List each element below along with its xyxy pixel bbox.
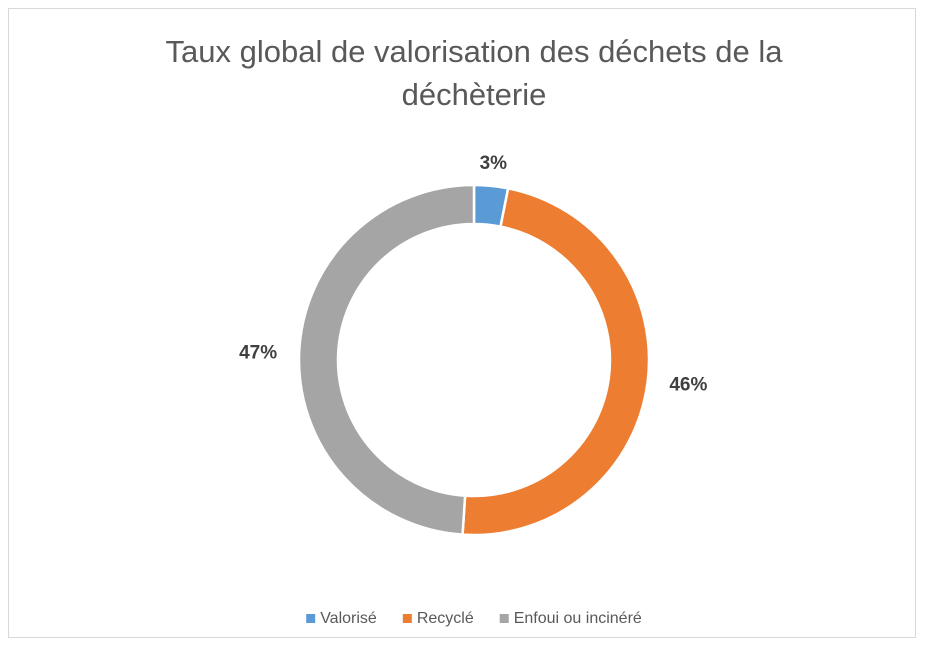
data-label: 3% — [480, 153, 508, 174]
legend-swatch — [499, 614, 509, 623]
legend-swatch — [306, 614, 316, 623]
legend-label: Enfoui ou incinéré — [514, 610, 642, 627]
legend-label: Recyclé — [417, 610, 474, 627]
data-label: 46% — [669, 375, 707, 396]
chart-title: Taux global de valorisation des déchets … — [165, 34, 783, 112]
legend-swatch — [402, 614, 412, 623]
donut-slice — [297, 183, 476, 536]
donut-slice — [461, 186, 651, 537]
legend-label: Valorisé — [320, 610, 377, 627]
data-label: 47% — [239, 343, 277, 364]
